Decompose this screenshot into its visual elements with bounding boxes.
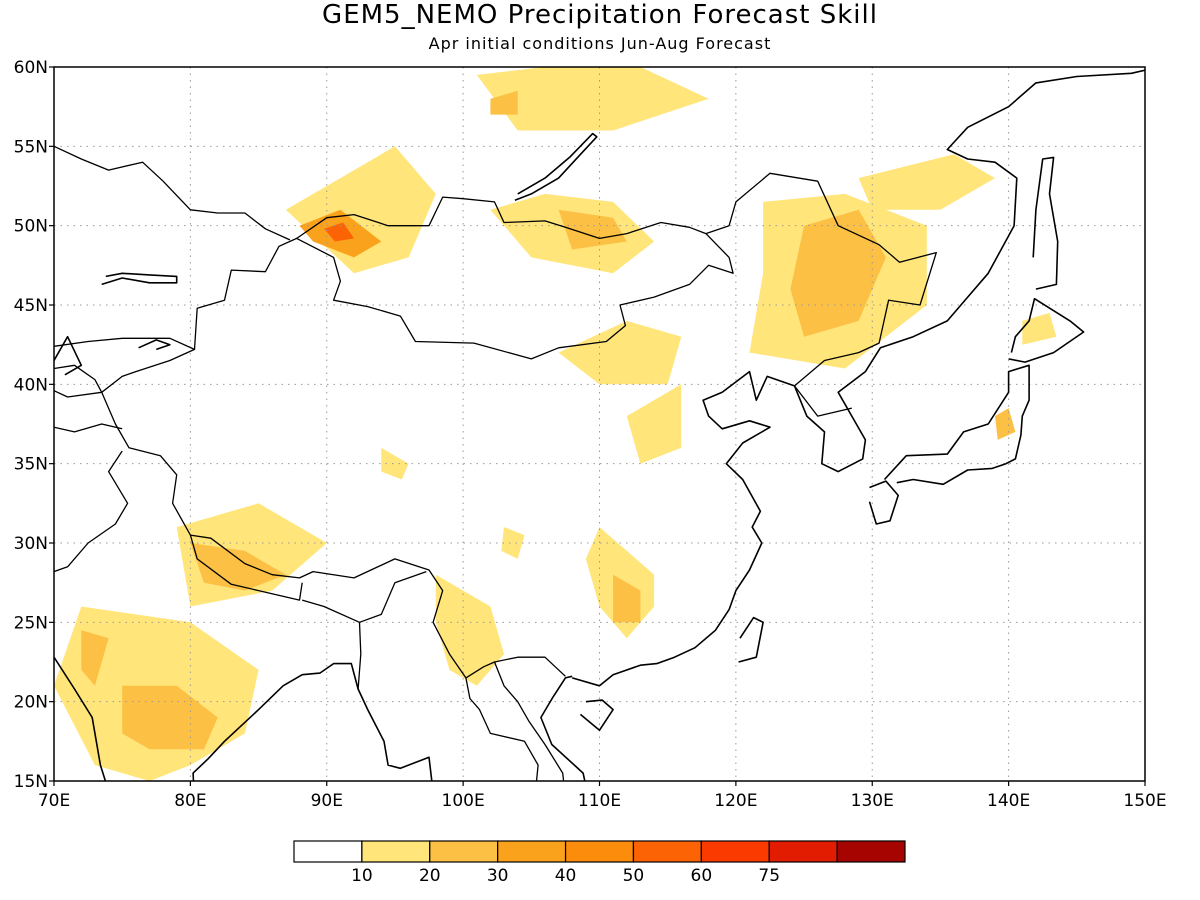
coastline-kyushu [868,480,900,525]
lon-tick-label: 90E [311,791,343,811]
colorbar-label: 40 [555,866,577,886]
coastline-sakhalin [1032,156,1059,290]
lat-tick-label: 15N [14,772,48,792]
coastline-hokkaido-coast [1008,297,1085,363]
lat-tick-label: 50N [14,217,48,237]
lat-tick-label: 45N [14,296,48,316]
coastline-issyk-kul [138,339,171,351]
border-kazakh-russia [54,145,291,241]
lon-tick-label: 80E [174,791,206,811]
lon-tick-label: 70E [38,791,70,811]
lat-tick-label: 35N [14,455,48,475]
colorbar-bin [564,840,635,863]
skill-region-nepal-core [190,543,286,591]
coastline-caspian-aral [54,335,83,376]
colorbar-bin [293,840,363,863]
colorbar-bin [836,840,906,863]
lon-tick-label: 110E [578,791,621,811]
colorbar-label: 75 [758,866,780,886]
border-central-asia [54,364,103,398]
lon-tick-label: 120E [714,791,757,811]
skill-region-northeast-core [790,209,886,337]
skill-region-amur [858,154,995,210]
coastline-hainan [579,699,614,732]
lat-tick-label: 20N [14,693,48,713]
axis-labels: 70E 80E 90E 100E 110E 120E 130E 140E 150E 15N 20N 2… [14,58,1167,811]
colorbar-bin [632,840,702,863]
lon-tick-label: 100E [442,791,485,811]
colorbar: 10 20 30 40 50 60 75 [293,840,906,886]
colorbar-bin [497,840,567,863]
lat-tick-label: 55N [14,137,48,157]
skill-region-tibet-spot [381,447,409,480]
coastline-indochina-coast [442,675,586,781]
colorbar-bin [361,840,431,863]
border-vietnam-laos [493,661,565,781]
skill-region-mongolia-core [558,209,627,250]
coastline-china-coast [571,69,1145,687]
page-title: GEM5_NEMO Precipitation Forecast Skill [322,0,878,30]
border-india-nepal [189,534,303,601]
coastline-honshu [883,364,1030,486]
border-mongolia-russia [296,196,707,240]
border-india-pakistan [54,450,129,573]
lat-tick-label: 30N [14,534,48,554]
coastline-baikal [514,132,598,202]
borders-layer [54,145,937,781]
skill-region-japan-core [995,408,1016,440]
lat-tick-label: 40N [14,375,48,395]
skill-region-siberia [476,67,709,131]
colorbar-label: 50 [623,866,645,886]
skill-region-central-china [626,384,682,464]
skill-region-hokkaido [1022,312,1057,345]
colorbar-label: 10 [351,866,373,886]
colorbar-bin [768,840,838,863]
coastline-balkhash [101,272,178,286]
border-myanmar-india [359,570,427,623]
coastline-india-coast [54,656,433,781]
coastlines-layer [54,69,1145,781]
border-kyrgyz-kazakh [54,337,195,350]
page-subtitle: Apr initial conditions Jun-Aug Forecast [428,34,772,53]
lon-tick-label: 130E [851,791,894,811]
colorbar-label: 20 [419,866,441,886]
skill-region-west-india [81,630,109,686]
border-korea-border [793,385,852,417]
lon-tick-label: 150E [1123,791,1166,811]
lat-tick-label: 25N [14,613,48,633]
colorbar-label: 60 [691,866,713,886]
skill-region-north-china [558,320,682,385]
border-afghan-tajik [54,423,123,433]
lon-tick-label: 140E [987,791,1030,811]
coastline-taiwan [738,616,764,663]
colorbar-bin [700,840,770,863]
lat-tick-label: 60N [14,58,48,78]
border-china-south-border [101,392,566,679]
skill-region-qinghai-spot [501,527,525,559]
colorbar-label: 30 [487,866,509,886]
border-thailand-laos [465,677,539,781]
border-bangladesh [302,599,362,690]
colorbar-bin [429,840,499,863]
skill-region-south-china-core [613,574,641,623]
border-china-border [101,172,937,393]
skill-shading-layer [54,67,1057,781]
skill-region-altai [285,146,436,274]
skill-region-siberia-core [490,90,518,115]
skill-region-yunnan [435,574,504,686]
skill-region-altai-peak [324,222,354,242]
